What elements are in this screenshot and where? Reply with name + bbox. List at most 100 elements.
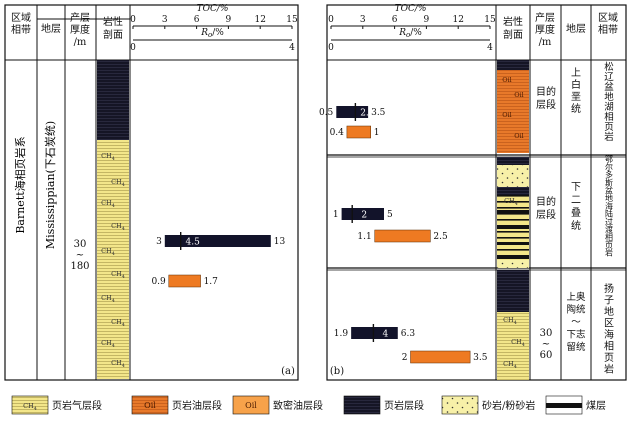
panel-b-toc-range-2-bar <box>351 327 398 339</box>
panel-b-ro-tick-label-0: 0 <box>328 43 334 53</box>
panel-a-toc-tick-label-1: 3 <box>162 15 168 25</box>
panel-b-row-2-thickness-line: 60 <box>540 350 553 361</box>
panel-b-litho-gas <box>497 312 529 380</box>
panel-a-shale-interval <box>97 60 129 140</box>
gas-label-sub: 4 <box>122 363 125 369</box>
panel-b-header-region: 区域相带 <box>598 11 618 36</box>
panel-b-row-2-strata: 上奥陶统～下志留统 <box>566 291 586 353</box>
legend-label-2: 致密油层段 <box>273 399 323 412</box>
legend-swatch-2 <box>232 395 270 415</box>
ro-axis-title-unit: /% <box>212 28 224 38</box>
panel-b-ro-tick-label-1: 4 <box>487 43 493 53</box>
gas-label-sub: 4 <box>122 274 125 280</box>
gas-label-sub: 4 <box>522 342 525 348</box>
legend-swatch-4 <box>441 395 479 415</box>
panel-b-row-2-region-line: 海 <box>604 328 614 341</box>
panel-b-toc-range-0-max-label: 3.5 <box>371 108 386 118</box>
gas-label-sub: 4 <box>122 182 125 188</box>
panel-b-ro-title: Ro/% <box>398 28 422 39</box>
panel-a-thickness-text-line: 180 <box>70 261 89 272</box>
legend-label-3: 页岩层段 <box>384 399 424 412</box>
panel-b-row-0-strata-line: 统 <box>571 102 581 115</box>
gas-label-sub: 4 <box>122 322 125 328</box>
panel-b-row-2-thickness: 30 ~60 <box>540 328 553 361</box>
panel-a-toc-range-0-min-label: 3 <box>156 237 162 247</box>
gas-label-text: CH <box>111 318 122 326</box>
panel-a-header-region-line: 相带 <box>11 23 31 36</box>
gas-label-text: CH <box>111 270 122 278</box>
panel-b-row-1-region-line: 页 <box>605 241 613 250</box>
gas-label-text: CH <box>101 152 112 160</box>
panel-b-row-1-region: 鄂尔多斯盆地海陆过渡相页岩 <box>605 155 613 258</box>
panel-b-oil-label-2: Oil <box>502 111 512 119</box>
panel-b-row-0-strata-line: 上 <box>571 67 581 79</box>
gas-label-sub: 4 <box>112 251 115 257</box>
panel-b-ro-range-1-bar <box>374 229 431 243</box>
panel-b-row-2-strata-line: 陶统 <box>566 304 586 316</box>
legend-label-4: 砂岩/粉砂岩 <box>482 399 535 412</box>
panel-b-row-1-region-line: 陆 <box>605 209 613 219</box>
panel-b-ro-range-0-max-label: 1 <box>374 128 380 138</box>
panel-a-toc-range-0-bar <box>164 235 271 247</box>
panel-b-row-0-region-line: 松 <box>604 61 614 73</box>
gas-label-text: CH <box>504 197 515 205</box>
panel-b-header-thickness: 产层厚度/m <box>535 11 555 48</box>
panel-b-toc-tick-label-5: 15 <box>484 15 496 25</box>
panel-b-header-thickness-line: /m <box>539 37 552 48</box>
legend-coal-bar <box>546 403 582 408</box>
gas-label-text: CH <box>101 199 112 207</box>
ro-axis-title-main: R <box>200 28 208 38</box>
panel-b-row-0-strata-line: 垩 <box>571 91 581 103</box>
panel-a-toc-range-0-max-label: 13 <box>274 237 286 247</box>
panel-b-ro-range-0-bar <box>346 125 371 139</box>
panel-b-toc-range-0-bar <box>336 106 369 118</box>
gas-label-sub: 4 <box>34 406 37 412</box>
panel-b-gas-label-0: CH4 <box>504 197 518 207</box>
panel-b-gas-label-1: CH4 <box>503 316 517 326</box>
panel-b-row-1-strata-line: 叠 <box>571 207 581 219</box>
panel-a-ro-range-0-max-label: 1.7 <box>204 277 219 287</box>
panel-b-row-0-thickness-line: 层段 <box>536 98 556 111</box>
panel-b-row-1-region-line: 尔 <box>605 162 613 172</box>
panel-b-row-1-region-line: 相 <box>605 232 613 242</box>
panel-b-oil-label-1: Oil <box>514 91 524 99</box>
gas-label-text: CH <box>503 360 514 368</box>
panel-b-ro-range-2-max-label: 3.5 <box>473 353 488 363</box>
panel-b-row-0-region-line: 地 <box>604 91 614 103</box>
panel-b-toc-range-2-mean-label: 4 <box>383 330 389 340</box>
gas-label-sub: 4 <box>112 203 115 209</box>
panel-a-ro-range-0-bar <box>168 274 201 288</box>
panel-a-header-thickness-line: 厚度 <box>70 23 90 36</box>
gas-label-text: CH <box>101 247 112 255</box>
panel-b-row-0-region-line: 岩 <box>604 131 614 143</box>
panel-b-row-0-region-line: 湖 <box>604 102 614 113</box>
panel-a-header-thickness-line: /m <box>74 37 87 48</box>
panel-b-row-1-strata-line: 二 <box>571 195 581 206</box>
panel-b-row-1-region-line: 多 <box>605 170 613 180</box>
panel-a-toc-tick-label-5: 15 <box>286 15 298 25</box>
panel-a-header-region: 区域相带 <box>11 11 31 36</box>
panel-a-gas-label-9: CH4 <box>111 359 125 369</box>
panel-b-row-1-region-line: 过 <box>605 216 613 226</box>
panel-b-litho-oil <box>497 70 529 153</box>
panel-a-toc-tick-label-4: 12 <box>254 15 265 25</box>
panel-a-thickness-text: 30 ~180 <box>70 239 89 272</box>
legend-swatch-label-2: Oil <box>245 401 257 410</box>
panel-b-coal-seam-2 <box>497 242 529 245</box>
panel-b-row-1-region-line: 岩 <box>605 248 613 258</box>
panel-b-row-1-strata-line: 统 <box>571 219 581 232</box>
panel-a-toc-tick-label-3: 9 <box>226 15 232 25</box>
panel-b-header-region-line: 区域 <box>598 11 618 24</box>
panel-b-row-2-region: 扬子地区海相页岩 <box>604 282 614 376</box>
panel-b-row-1-thickness: 目的层段 <box>536 195 556 221</box>
panel-a-gas-interval <box>97 140 129 379</box>
panel-b-toc-tick-label-2: 6 <box>392 15 398 25</box>
panel-b-row-2-thickness-line: 30 <box>540 328 553 339</box>
gas-label-text: CH <box>503 316 514 324</box>
panel-a-gas-label-8: CH4 <box>101 339 115 349</box>
panel-a-header-lithology: 岩性剖面 <box>103 15 123 41</box>
panel-b-frame <box>326 4 627 381</box>
panel-b-header-lithology-line: 岩性 <box>503 15 523 28</box>
panel-b-ro-range-1-min-label: 1.1 <box>357 232 371 242</box>
